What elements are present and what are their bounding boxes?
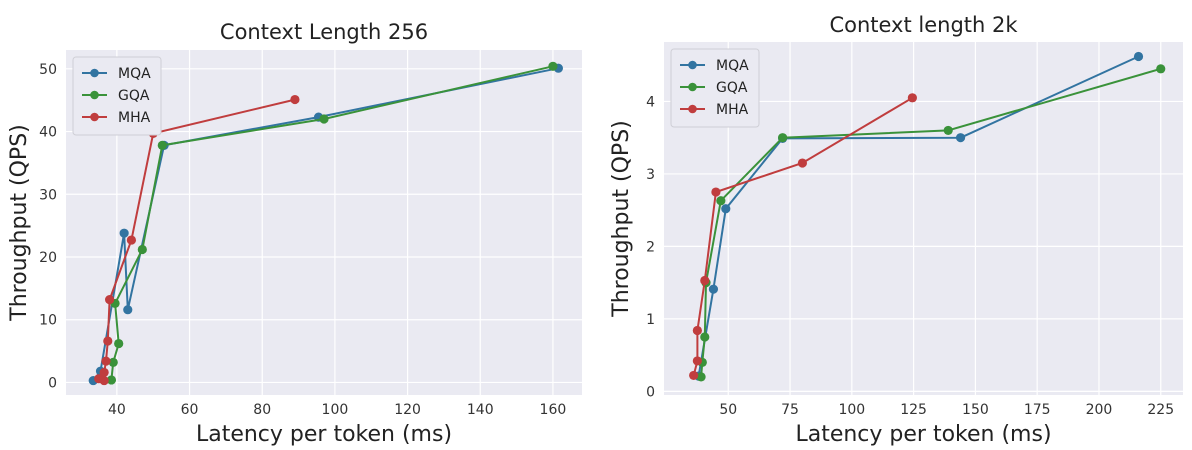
- data-point-mha: [101, 356, 111, 366]
- x-tick-label: 100: [322, 402, 349, 418]
- data-point-gqa: [137, 244, 147, 255]
- x-tick-label: 150: [962, 402, 989, 418]
- data-point-mha: [290, 94, 300, 105]
- chart-context-length-256: 40 60 80 100 120 140 160 0 10 20 30 40 50 Context Len…: [7, 20, 582, 447]
- x-tick-label: 120: [394, 402, 421, 418]
- data-point-gqa: [106, 375, 117, 385]
- data-point-mha: [692, 356, 702, 366]
- legend-marker-gqa: [688, 82, 697, 92]
- legend-label-mha: MHA: [716, 102, 749, 118]
- data-point-mha: [99, 367, 109, 378]
- x-tick-label: 75: [781, 402, 799, 418]
- series-line-mqa: [697, 55, 1139, 377]
- legend-marker-mqa: [688, 60, 697, 70]
- data-point-gqa: [548, 61, 558, 71]
- y-tick-label: 10: [39, 313, 57, 329]
- data-point-mha: [126, 235, 137, 245]
- x-tick-label: 140: [467, 402, 494, 418]
- y-tick-label: 2: [646, 239, 655, 255]
- data-point-mha: [99, 375, 109, 386]
- data-point-mha: [797, 158, 808, 168]
- data-point-gqa: [319, 114, 329, 124]
- legend: MQA GQA MHA: [670, 48, 760, 128]
- x-tick-label: 175: [1024, 402, 1051, 418]
- legend-label-mqa: MQA: [716, 58, 749, 74]
- y-tick-label: 3: [646, 167, 655, 183]
- y-tick-label: 30: [39, 187, 57, 203]
- legend-marker-mqa: [90, 68, 99, 78]
- data-point-mha: [105, 295, 115, 305]
- x-tick-label: 125: [900, 402, 927, 418]
- data-point-mqa: [955, 133, 966, 143]
- x-axis-label: Latency per token (ms): [196, 422, 452, 447]
- data-point-mqa: [119, 228, 129, 238]
- y-axis-label: Throughput (QPS): [609, 120, 634, 318]
- data-point-gqa: [1156, 64, 1166, 74]
- data-point-mha: [692, 325, 702, 336]
- data-point-gqa: [716, 196, 726, 206]
- x-tick-label: 225: [1147, 402, 1174, 418]
- data-point-gqa: [778, 133, 788, 143]
- x-tick-label: 60: [181, 402, 199, 418]
- x-tick-label: 100: [838, 402, 865, 418]
- data-point-mha: [711, 187, 721, 197]
- y-axis-label: Throughput (QPS): [7, 124, 32, 322]
- legend-label-mha: MHA: [118, 110, 151, 126]
- data-point-gqa: [157, 140, 167, 150]
- data-point-mha: [689, 370, 699, 381]
- data-point-mha: [907, 93, 917, 103]
- data-point-gqa: [700, 332, 710, 342]
- x-tick-label: 160: [540, 402, 567, 418]
- data-point-mqa: [1133, 51, 1144, 62]
- legend-marker-gqa: [90, 90, 99, 100]
- data-point-gqa: [696, 372, 706, 382]
- legend-label-gqa: GQA: [118, 88, 150, 104]
- data-point-mha: [700, 275, 710, 286]
- legend-marker-mha: [90, 112, 99, 122]
- y-tick-label: 0: [646, 384, 655, 400]
- legend-label-mqa: MQA: [118, 66, 151, 82]
- y-tick-label: 40: [39, 125, 57, 141]
- data-point-mqa: [708, 284, 719, 294]
- y-tick-label: 50: [39, 62, 57, 78]
- y-tick-label: 4: [646, 94, 655, 110]
- legend-label-gqa: GQA: [716, 80, 748, 96]
- data-point-gqa: [943, 125, 953, 136]
- x-tick-label: 200: [1086, 402, 1113, 418]
- y-tick-label: 1: [646, 312, 655, 328]
- chart-context-length-2k: 50 75 100 125 150 175 200 225 0 1 2 3 4 Context lengt…: [609, 13, 1183, 447]
- x-tick-label: 50: [719, 402, 737, 418]
- series-gqa: [106, 61, 558, 385]
- data-point-gqa: [108, 357, 118, 367]
- data-point-mqa: [721, 204, 731, 214]
- series-mha: [689, 93, 917, 381]
- chart-title: Context length 2k: [829, 13, 1018, 37]
- y-tick-label: 0: [48, 375, 57, 391]
- data-point-gqa: [114, 338, 124, 349]
- legend-marker-mha: [688, 104, 697, 114]
- x-axis-label: Latency per token (ms): [795, 422, 1051, 447]
- x-tick-label: 40: [108, 402, 126, 418]
- x-tick-label: 80: [253, 402, 271, 418]
- data-point-mqa: [123, 305, 133, 315]
- chart-title: Context Length 256: [220, 20, 428, 44]
- data-point-mha: [103, 336, 113, 346]
- legend: MQA GQA MHA: [72, 56, 162, 136]
- y-tick-label: 20: [39, 250, 57, 266]
